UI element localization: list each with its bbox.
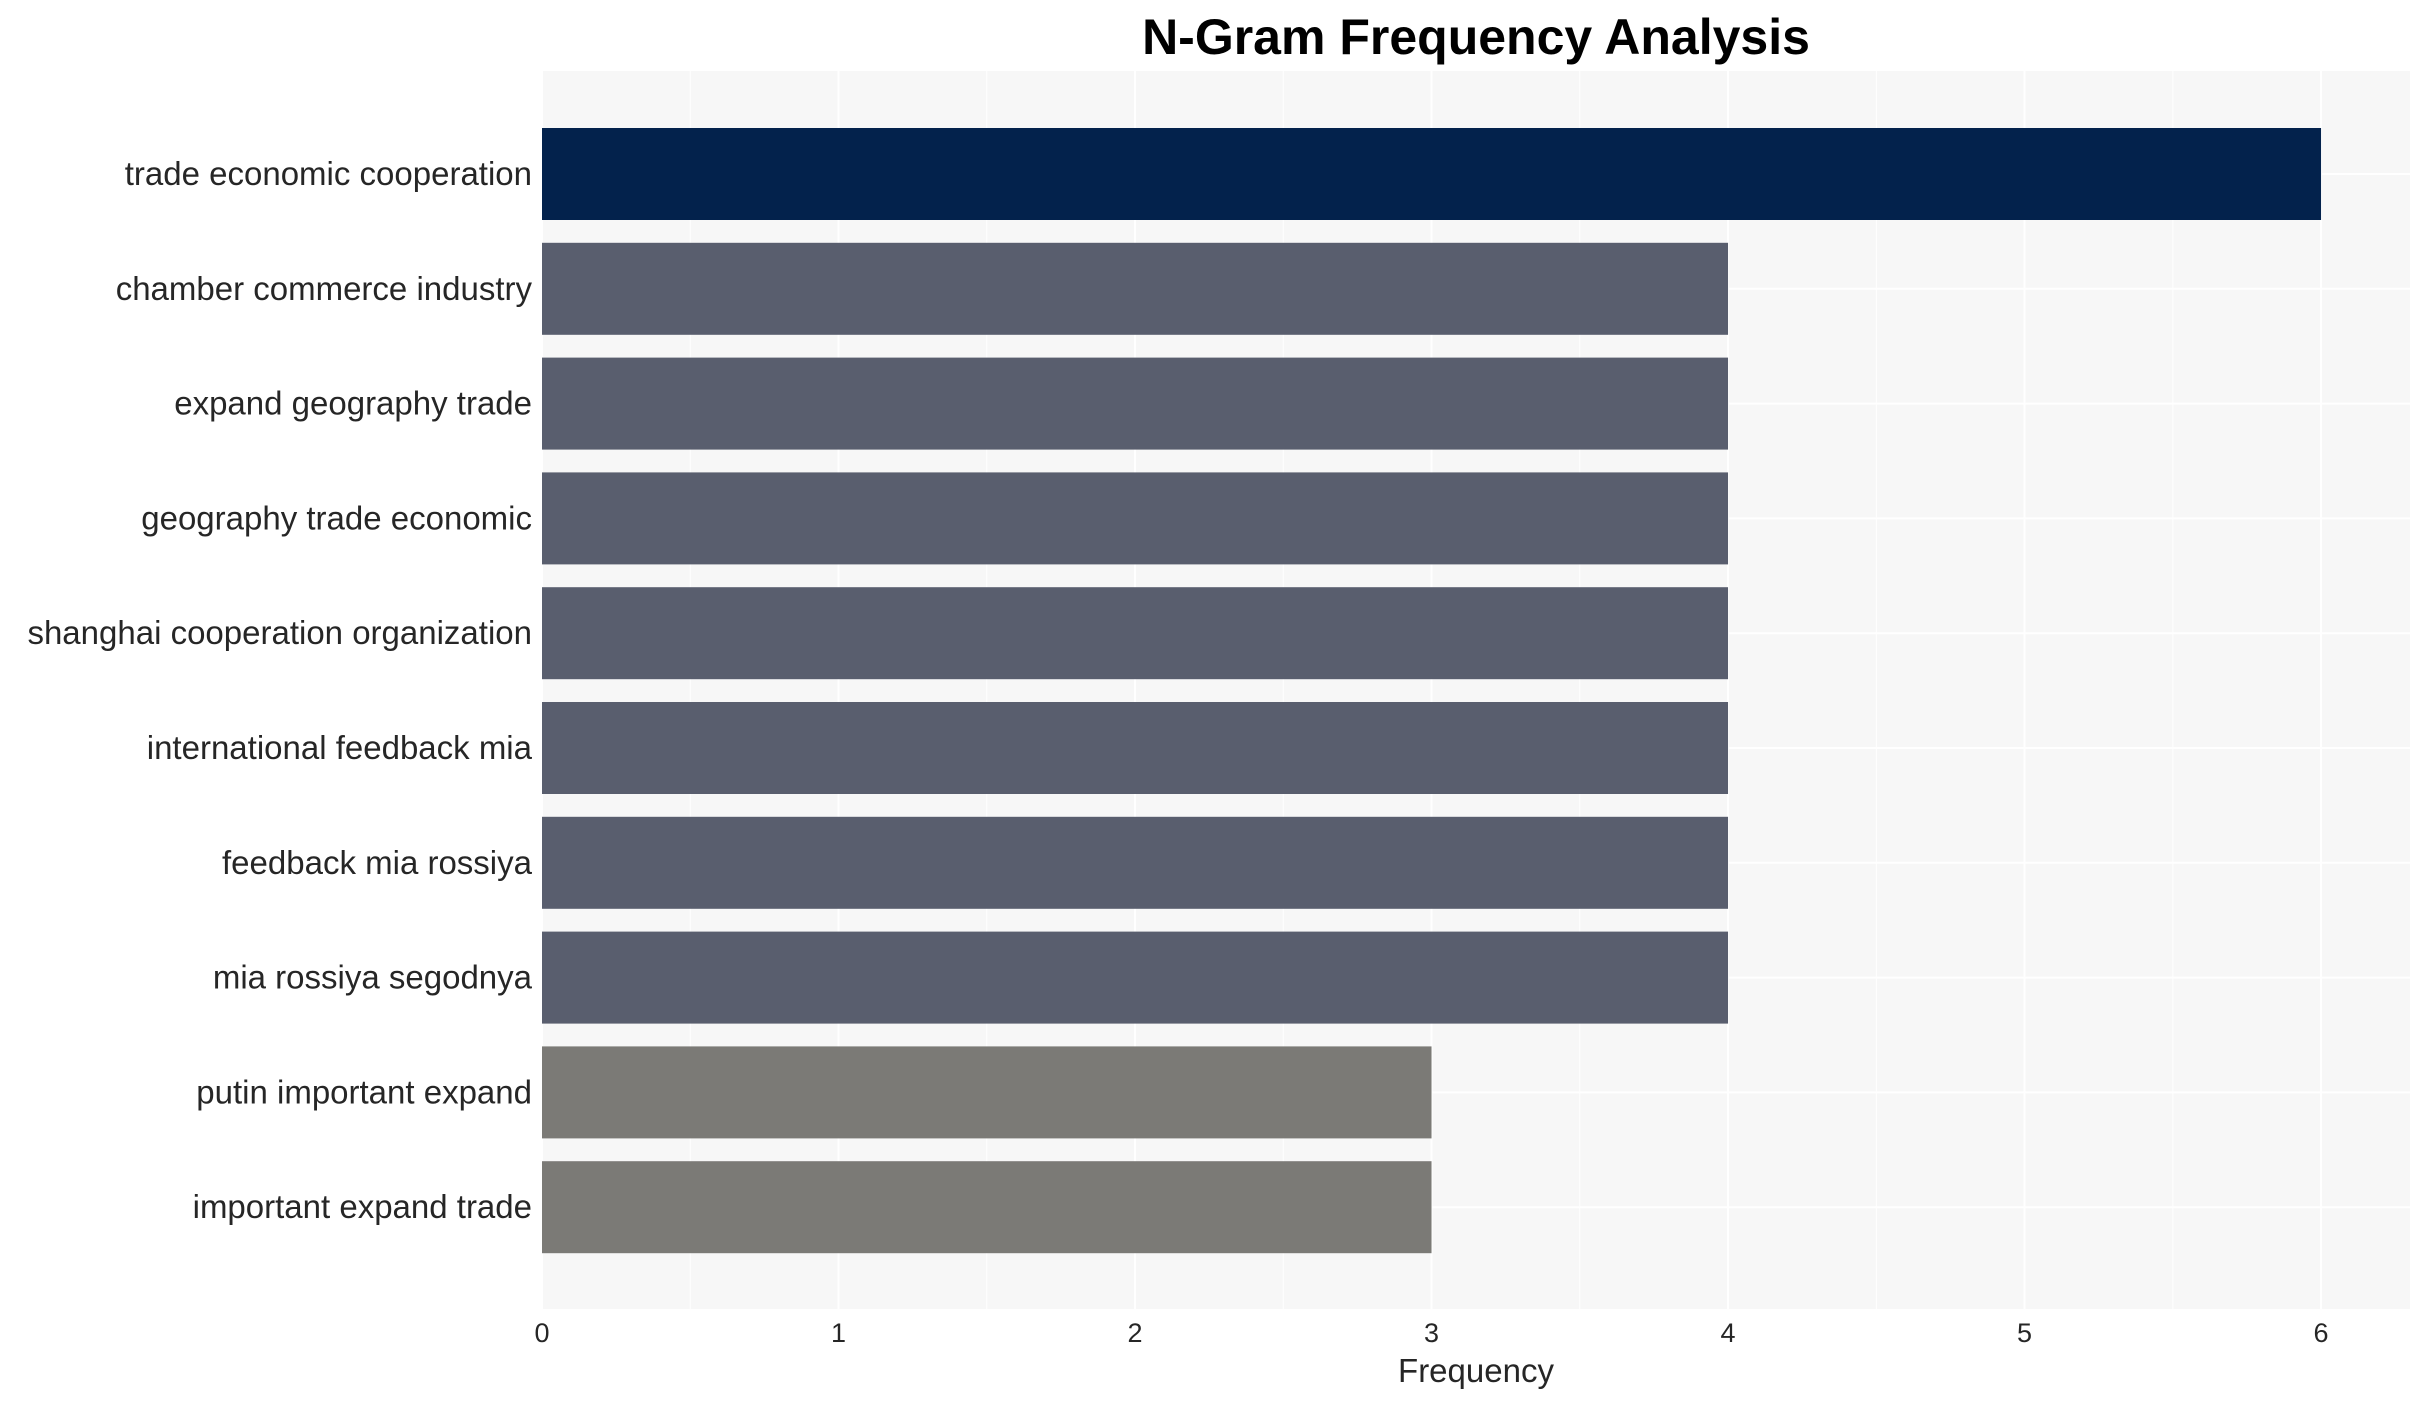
- category-label: expand geography trade: [174, 385, 532, 422]
- category-labels: trade economic cooperation chamber commer…: [27, 155, 532, 1225]
- x-tick-label: 4: [1721, 1318, 1736, 1348]
- category-label: shanghai cooperation organization: [27, 614, 532, 651]
- category-label: geography trade economic: [141, 499, 532, 536]
- bar: [542, 242, 1729, 335]
- x-tick-label: 1: [831, 1318, 846, 1348]
- x-tick-label: 6: [2314, 1318, 2329, 1348]
- chart-title: N-Gram Frequency Analysis: [1142, 9, 1810, 65]
- x-axis-ticks: 0 1 2 3 4 5 6: [534, 1318, 2328, 1348]
- category-label: important expand trade: [193, 1188, 532, 1225]
- category-label: mia rossiya segodnya: [213, 959, 533, 996]
- x-axis-label: Frequency: [1398, 1352, 1554, 1389]
- bar: [542, 357, 1729, 450]
- category-label: international feedback mia: [147, 729, 533, 766]
- bars: [542, 128, 2322, 1254]
- x-tick-label: 0: [534, 1318, 549, 1348]
- category-label: feedback mia rossiya: [222, 844, 533, 881]
- bar: [542, 1161, 1432, 1254]
- x-tick-label: 2: [1128, 1318, 1143, 1348]
- bar: [542, 128, 2322, 220]
- bar: [542, 472, 1729, 565]
- bar: [542, 587, 1729, 680]
- x-tick-label: 5: [2017, 1318, 2032, 1348]
- bar: [542, 1046, 1432, 1139]
- category-label: putin important expand: [196, 1073, 532, 1110]
- category-label: trade economic cooperation: [125, 155, 532, 192]
- bar: [542, 931, 1729, 1024]
- bar: [542, 816, 1729, 909]
- category-label: chamber commerce industry: [116, 270, 533, 307]
- x-tick-label: 3: [1424, 1318, 1439, 1348]
- bar: [542, 702, 1729, 794]
